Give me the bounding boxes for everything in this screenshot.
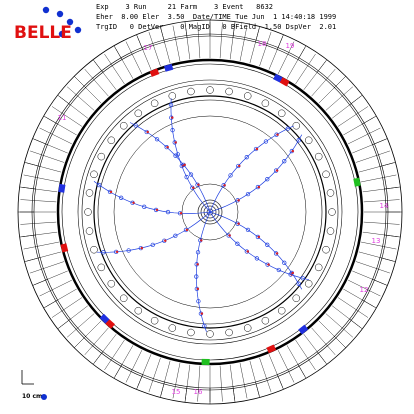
- sector-label: 15: [172, 388, 181, 396]
- cluster: [58, 184, 65, 193]
- cluster: [202, 359, 210, 365]
- hit: [132, 202, 134, 204]
- sector-label: 14: [380, 202, 389, 210]
- hit: [110, 191, 112, 193]
- hit: [237, 199, 239, 201]
- hit: [116, 251, 118, 253]
- scale-label: 10 cm: [22, 393, 42, 400]
- hit: [196, 263, 198, 265]
- hit: [201, 312, 203, 314]
- hit: [166, 146, 168, 148]
- hit: [228, 234, 230, 236]
- hit: [247, 250, 249, 252]
- hit: [197, 184, 199, 186]
- hit: [276, 134, 278, 136]
- hit: [147, 131, 149, 133]
- hit: [292, 150, 294, 152]
- sector-label: 13: [372, 237, 381, 245]
- sector-label: 12: [360, 286, 369, 294]
- hit: [237, 222, 239, 224]
- sector-label: 18: [258, 40, 267, 48]
- hit: [192, 187, 194, 189]
- hit: [256, 148, 258, 150]
- hit: [164, 240, 166, 242]
- sector-label: 11: [58, 114, 67, 122]
- hit: [200, 239, 202, 241]
- hit: [186, 229, 188, 231]
- hit: [267, 263, 269, 265]
- hit: [223, 184, 225, 186]
- hit: [175, 141, 177, 143]
- hit: [197, 288, 199, 290]
- hit: [171, 116, 173, 118]
- hit: [276, 169, 278, 171]
- hit: [258, 186, 260, 188]
- header-line: Exp 3 Run 21 Farm 3 Event 8632: [96, 3, 273, 11]
- hit: [183, 164, 185, 166]
- hit: [276, 252, 278, 254]
- scale-dot: [41, 394, 47, 400]
- event-display: BELLE Exp 3 Run 21 Farm 3 Event 8632 Ehe…: [0, 0, 414, 414]
- sector-label: 16: [194, 388, 203, 396]
- hit: [141, 247, 143, 249]
- header-line: TrgID 0 DetVer 0 MagID 0 BField 1.50 Dsp…: [96, 23, 336, 31]
- logo: BELLE: [14, 23, 72, 43]
- hit: [258, 236, 260, 238]
- hit: [156, 209, 158, 211]
- hit: [180, 212, 182, 214]
- hit: [238, 165, 240, 167]
- hit: [292, 272, 294, 274]
- sector-label: 17: [144, 44, 153, 52]
- sector-label: 19: [286, 42, 295, 50]
